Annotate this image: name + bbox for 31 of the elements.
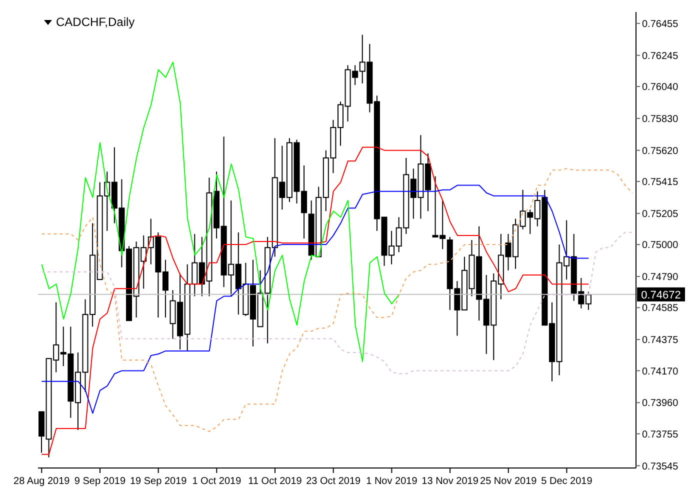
y-tick-label: 0.74375	[642, 335, 679, 346]
x-tick-label: 25 Nov 2019	[480, 476, 538, 487]
y-tick-label: 0.73960	[642, 398, 679, 410]
x-tick-label: 9 Sep 2019	[74, 476, 126, 487]
y-tick-label: 0.73545	[642, 461, 679, 472]
line-series	[41, 62, 400, 362]
x-tick-label: 13 Nov 2019	[422, 476, 479, 487]
y-tick-label: 0.75830	[642, 114, 679, 125]
y-tick-label: 0.75205	[642, 208, 679, 220]
y-tick-label: 0.75415	[642, 177, 679, 188]
line-series	[41, 232, 633, 374]
x-tick-label: 5 Dec 2019	[541, 476, 593, 487]
y-tick-label: 0.76040	[642, 82, 679, 94]
y-tick-label: 0.75000	[642, 240, 679, 252]
y-tick-label: 0.76245	[642, 50, 679, 62]
x-tick-label: 1 Oct 2019	[192, 476, 242, 487]
y-tick-label: 0.74585	[642, 303, 679, 314]
y-tick-label: 0.76455	[642, 18, 679, 30]
y-tick-label: 0.74790	[642, 272, 679, 284]
x-tick-label: 28 Aug 2019	[14, 476, 70, 487]
chart-title: CADCHF,Daily	[56, 15, 135, 29]
x-tick-label: 19 Sep 2019	[130, 476, 188, 487]
y-tick-label: 0.73755	[642, 429, 679, 440]
x-tick-label: 1 Nov 2019	[366, 476, 418, 487]
x-tick-label: 11 Oct 2019	[248, 476, 302, 487]
y-tick-label: 0.75620	[642, 146, 679, 157]
line-series	[41, 146, 590, 455]
line-series	[41, 168, 633, 432]
y-tick-label: 0.74170	[642, 366, 679, 378]
x-tick-label: 23 Oct 2019	[306, 476, 362, 487]
ref-line-label: 0.74672	[641, 289, 681, 302]
